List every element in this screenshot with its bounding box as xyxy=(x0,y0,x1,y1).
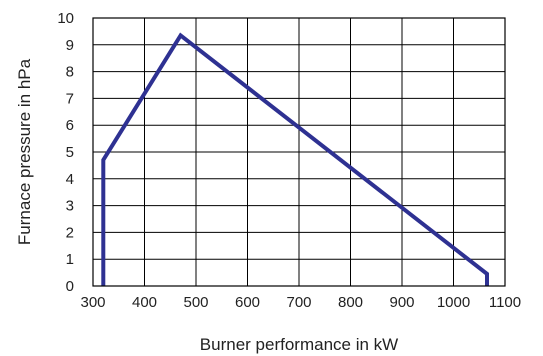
y-axis-title: Furnace pressure in hPa xyxy=(15,58,34,245)
x-tick-label: 400 xyxy=(132,294,157,311)
y-tick-label: 5 xyxy=(66,144,74,161)
x-tick-label: 500 xyxy=(183,294,208,311)
x-tick-label: 1000 xyxy=(437,294,470,311)
x-axis-title: Burner performance in kW xyxy=(200,335,398,354)
y-tick-label: 7 xyxy=(66,90,74,107)
y-tick-label: 1 xyxy=(66,251,74,268)
y-tick-label: 2 xyxy=(66,224,74,241)
x-tick-label: 600 xyxy=(235,294,260,311)
series-line xyxy=(101,32,489,286)
y-tick-label: 6 xyxy=(66,117,74,134)
y-tick-label: 8 xyxy=(66,64,74,81)
tick-labels: 300 400 500 600 700 800 900 1000 1100 0 1 2 3 4 5 6 7 8 9 1… xyxy=(57,10,521,311)
x-tick-label: 700 xyxy=(286,294,311,311)
plot-frame xyxy=(92,17,506,287)
x-tick-label: 300 xyxy=(80,294,105,311)
x-tick-label: 800 xyxy=(338,294,363,311)
series-layer xyxy=(101,32,489,286)
y-tick-label: 3 xyxy=(66,198,74,215)
y-tick-label: 4 xyxy=(66,171,74,188)
y-tick-label: 0 xyxy=(66,278,74,295)
y-tick-label: 9 xyxy=(66,37,74,54)
y-tick-label: 10 xyxy=(57,10,74,27)
x-tick-label: 1100 xyxy=(489,294,521,311)
x-tick-label: 900 xyxy=(389,294,414,311)
grid xyxy=(93,18,505,286)
